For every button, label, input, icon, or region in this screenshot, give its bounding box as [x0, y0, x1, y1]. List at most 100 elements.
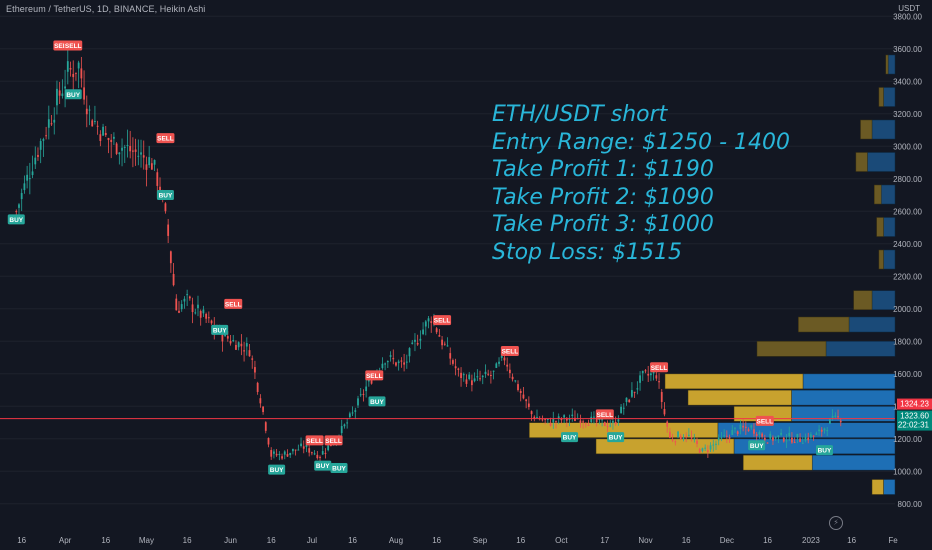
candle-body — [172, 273, 175, 286]
candle-body — [18, 204, 20, 208]
signal-label: BUY — [316, 463, 330, 470]
buy-signal-badge — [314, 460, 332, 471]
candle-body — [327, 445, 330, 451]
symbol-header[interactable]: Ethereum / TetherUS, 1D, BINANCE, Heikin… — [6, 4, 206, 14]
candle-body — [620, 406, 622, 414]
candle-body — [603, 422, 606, 426]
candle-body — [693, 438, 696, 440]
buy-signal-badge — [211, 324, 229, 335]
candle-body — [709, 445, 712, 450]
candle-body — [134, 149, 137, 152]
candle-body — [104, 132, 107, 136]
candle-body — [579, 420, 582, 423]
candle-body — [107, 137, 110, 141]
candle-body — [734, 427, 736, 429]
last-price-text: 1324.23 — [900, 400, 929, 409]
candle-body — [457, 368, 460, 370]
candle-body — [34, 157, 37, 165]
buy-signal-badge — [268, 464, 286, 475]
signal-label: BUY — [9, 217, 23, 224]
volume-bar-up — [883, 249, 896, 270]
candle-body — [243, 350, 245, 352]
time-tick: 16 — [183, 536, 192, 545]
candle-body — [612, 420, 614, 423]
time-tick: May — [139, 536, 154, 545]
candle-body — [820, 429, 823, 432]
candle-body — [508, 369, 511, 374]
candle-body — [446, 345, 449, 347]
candle-body — [527, 403, 530, 407]
candle-body — [31, 171, 34, 176]
lightning-icon[interactable]: ⚡ — [829, 516, 843, 530]
candle-body — [742, 425, 745, 428]
candle-body — [519, 391, 522, 394]
candle-body — [354, 410, 357, 412]
time-tick: 16 — [432, 536, 441, 545]
candle-body — [254, 367, 256, 373]
candle-body — [546, 419, 549, 421]
candle-body — [324, 452, 327, 454]
candle-body — [118, 152, 121, 155]
signal-label: SELL — [157, 136, 174, 143]
candle-body — [796, 433, 799, 438]
candle-body — [169, 251, 172, 264]
candle-body — [652, 371, 655, 374]
candle-body — [159, 186, 161, 192]
candle-body — [758, 432, 761, 435]
candle-body — [240, 343, 243, 347]
candle-body — [818, 429, 820, 432]
candle-body — [723, 435, 726, 437]
candle-body — [690, 437, 693, 439]
volume-bar-up — [880, 184, 896, 205]
candle-body — [639, 375, 641, 383]
signal-label: BUY — [159, 193, 173, 200]
buy-signal-badge — [815, 445, 833, 456]
candle-body — [186, 294, 189, 296]
candle-body — [137, 155, 140, 157]
candle-body — [343, 424, 346, 427]
candle-body — [565, 418, 568, 421]
trade-plan-line6: Stop Loss: $1515 — [492, 239, 683, 265]
countdown-text: 22:02:31 — [898, 421, 930, 430]
candle-body — [256, 382, 259, 392]
candle-body — [674, 441, 677, 443]
candle-body — [747, 429, 750, 432]
signal-label: BUY — [563, 435, 577, 442]
signal-label: BUY — [818, 448, 832, 455]
volume-bar-up — [791, 389, 896, 406]
candle-body — [286, 454, 289, 457]
candle-body — [56, 88, 58, 106]
candle-body — [438, 335, 441, 337]
candle-body — [780, 432, 782, 435]
candle-body — [826, 430, 829, 432]
candle-body — [251, 358, 254, 360]
candle-body — [549, 422, 552, 426]
signal-label: SELL — [596, 412, 613, 419]
candle-body — [245, 343, 248, 347]
time-tick: 16 — [847, 536, 856, 545]
candle-body — [774, 436, 777, 439]
candle-body — [264, 422, 267, 431]
candle-body — [837, 416, 839, 418]
candle-body — [305, 444, 308, 447]
candle-body — [489, 375, 492, 377]
price-tick: 1600.00 — [893, 370, 922, 379]
candle-body — [801, 442, 804, 444]
candle-body — [500, 355, 503, 358]
candle-body — [452, 360, 454, 364]
candle-body — [72, 73, 75, 78]
candle-body — [267, 438, 270, 445]
price-tick: 1200.00 — [893, 435, 922, 444]
candle-body — [555, 421, 557, 423]
candle-body — [310, 452, 313, 454]
candle-body — [123, 146, 126, 148]
candle-body — [839, 420, 842, 423]
candle-body — [47, 119, 50, 128]
volume-bar-up — [717, 422, 896, 438]
candle-body — [622, 407, 625, 409]
time-tick: Dec — [720, 536, 734, 545]
volume-bar-down — [878, 249, 884, 270]
price-tick: 3800.00 — [893, 12, 922, 21]
candle-body — [99, 134, 102, 141]
